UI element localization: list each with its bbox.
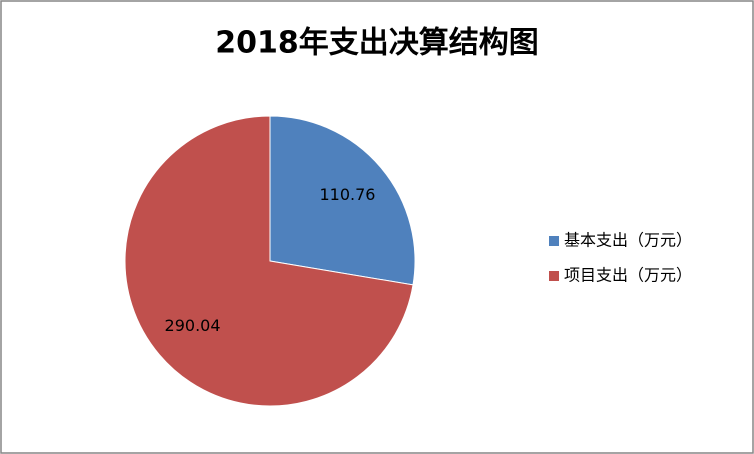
chart-title: 2018年支出决算结构图 — [215, 26, 539, 61]
data-label: 290.04 — [165, 316, 221, 335]
data-label: 110.76 — [319, 185, 375, 204]
legend-label: 基本支出（万元） — [564, 231, 692, 250]
legend-label: 项目支出（万元） — [564, 266, 692, 285]
legend-swatch — [549, 236, 559, 246]
pie-slice — [269, 115, 416, 286]
pie-slice — [124, 115, 414, 407]
legend-swatch — [549, 271, 559, 281]
